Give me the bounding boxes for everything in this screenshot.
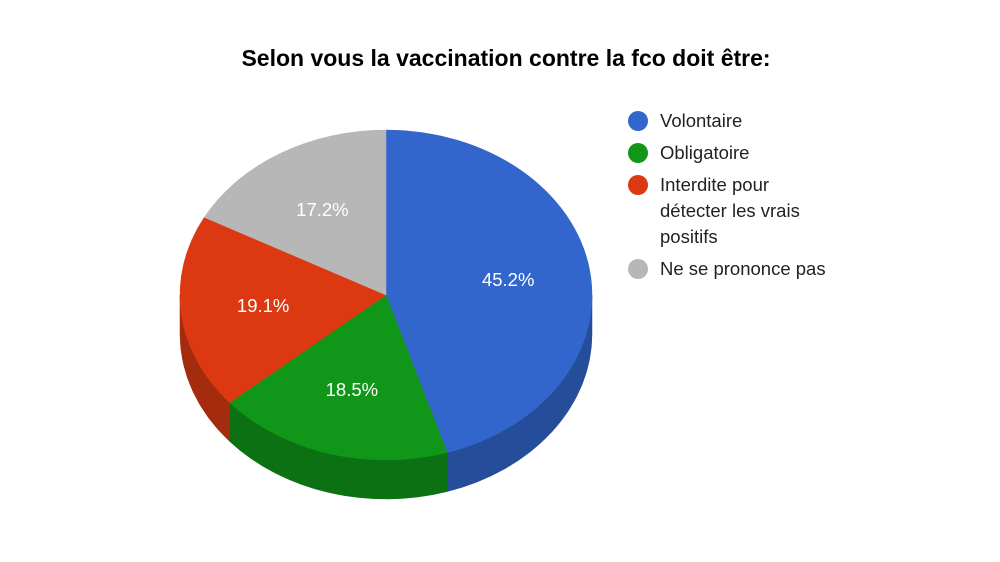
legend-label: Obligatoire: [660, 142, 750, 163]
legend-label: Volontaire: [660, 110, 743, 131]
legend-item-interdite[interactable]: Interdite pour détecter les vrais positi…: [628, 172, 848, 250]
slice-percent-label: 19.1%: [237, 295, 289, 316]
legend: Volontaire Obligatoire Interdite pour dé…: [628, 108, 848, 288]
legend-swatch-icon: [628, 111, 648, 131]
legend-item-obligatoire[interactable]: Obligatoire: [628, 140, 848, 166]
legend-swatch-icon: [628, 175, 648, 195]
slice-percent-label: 45.2%: [482, 269, 534, 290]
chart-title: Selon vous la vaccination contre la fco …: [241, 45, 771, 71]
legend-swatch-icon: [628, 143, 648, 163]
pie-slice-obligatoire[interactable]: [229, 294, 448, 461]
legend-item-volontaire[interactable]: Volontaire: [628, 108, 848, 134]
pie-slice-volontaire[interactable]: [385, 129, 593, 453]
pie-slice-ne[interactable]: [203, 129, 387, 296]
slice-percent-label: 18.5%: [326, 379, 378, 400]
legend-label: Ne se prononce pas: [660, 258, 826, 279]
legend-label: Interdite pour détecter les vrais positi…: [660, 174, 800, 247]
legend-item-ne-se-prononce-pas[interactable]: Ne se prononce pas: [628, 256, 848, 282]
pie-slice-interdite[interactable]: [179, 217, 387, 403]
slice-percent-label: 17.2%: [296, 199, 348, 220]
legend-swatch-icon: [628, 259, 648, 279]
